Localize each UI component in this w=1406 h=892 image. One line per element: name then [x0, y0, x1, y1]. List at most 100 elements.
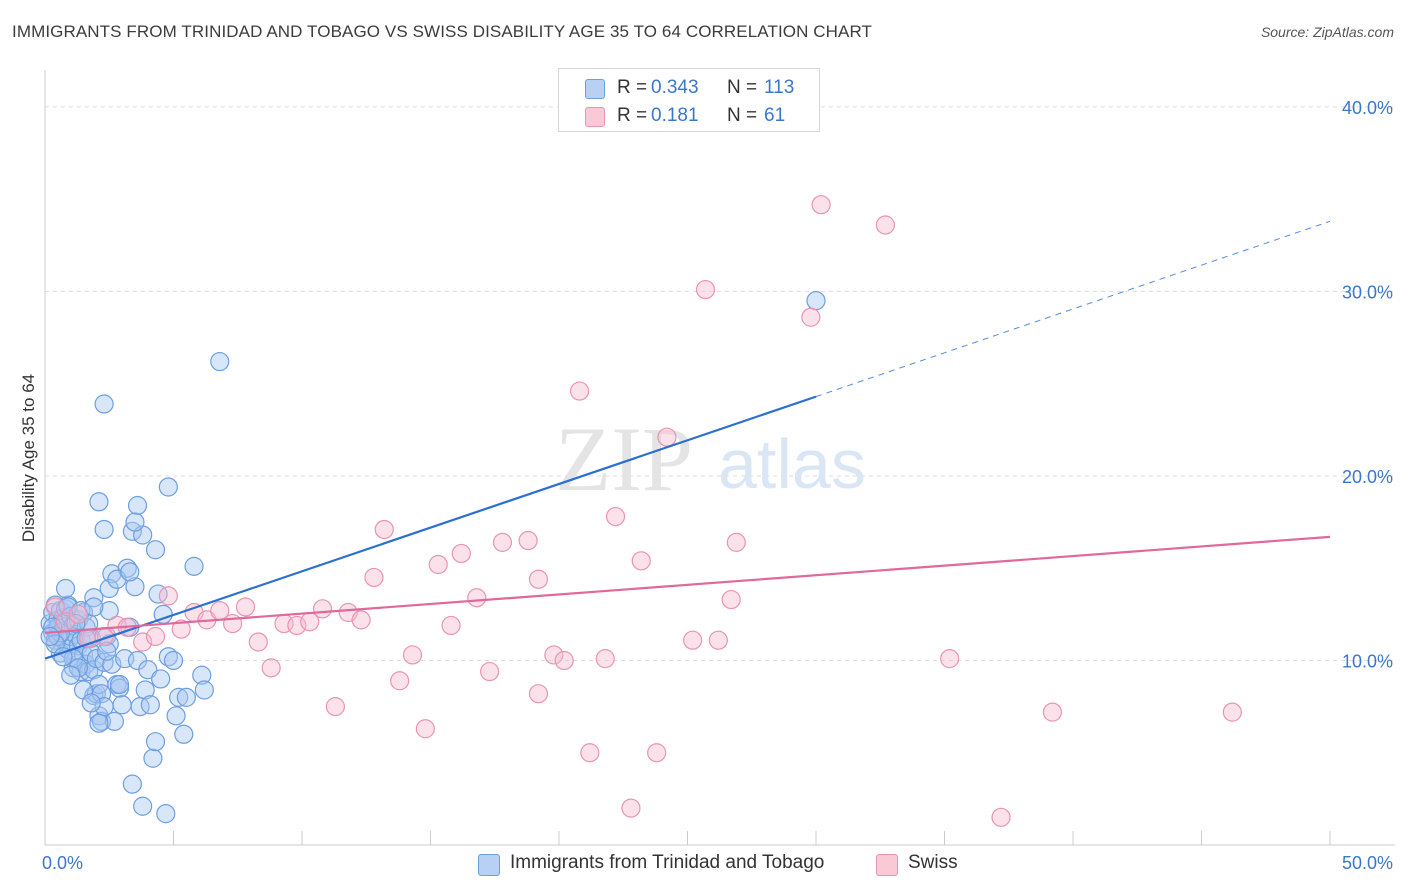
data-point-swiss [68, 604, 89, 624]
watermark-zip: ZIP [555, 408, 693, 510]
data-point-swiss [875, 215, 895, 235]
data-point-trinidad [40, 626, 60, 647]
data-point-swiss [171, 619, 191, 639]
y-axis-label: Disability Age 35 to 64 [19, 374, 38, 542]
data-point-trinidad [156, 804, 176, 824]
data-point-trinidad [210, 351, 230, 372]
data-point-trinidad [151, 669, 171, 689]
data-point-trinidad [163, 650, 184, 671]
data-point-swiss [544, 645, 564, 665]
data-point-trinidad [81, 693, 101, 713]
data-point-swiss [441, 615, 461, 636]
data-point-trinidad [84, 660, 104, 680]
data-point-swiss [1222, 702, 1242, 722]
data-point-swiss [1042, 702, 1063, 722]
data-point-swiss [621, 798, 641, 818]
data-point-swiss [647, 743, 667, 763]
data-point-trinidad [806, 291, 826, 311]
data-point-swiss [402, 645, 423, 665]
legend-r-value: 0.181 [651, 105, 699, 126]
legend-n-value: 61 [764, 105, 786, 126]
data-point-swiss [595, 649, 615, 669]
data-point-swiss [415, 719, 435, 739]
legend-swatch-blue [585, 79, 605, 99]
data-point-swiss [390, 671, 410, 691]
tick-labels: 10.0% 20.0% 30.0% 40.0% 0.0% 50.0% [42, 98, 1393, 873]
data-point-trinidad [104, 711, 124, 731]
data-point-swiss [528, 684, 549, 704]
data-point-trinidad [192, 665, 212, 685]
data-point-trinidad [145, 732, 166, 752]
data-point-swiss [580, 743, 600, 763]
data-point-swiss [726, 532, 746, 552]
legend-swatch-pink [585, 107, 605, 127]
data-point-trinidad [184, 556, 204, 576]
y-tick-label: 20.0% [1342, 467, 1393, 487]
data-point-trinidad [120, 562, 140, 582]
data-point-swiss [940, 649, 960, 669]
source-label: Source: ZipAtlas.com [1260, 24, 1394, 40]
data-point-trinidad [145, 540, 166, 560]
data-point-trinidad [84, 597, 104, 617]
watermark-atlas: atlas [718, 425, 866, 503]
legend-row-trinidad: R = 0.343 N = 113 [559, 73, 819, 101]
data-point-trinidad [176, 687, 196, 707]
bottom-legend-label: Immigrants from Trinidad and Tobago [510, 852, 825, 873]
bottom-legend-swatch-blue [478, 854, 500, 876]
bottom-legend-swatch-pink [876, 854, 898, 876]
data-point-trinidad [94, 519, 114, 540]
trend-line-trinidad [44, 395, 817, 660]
data-point-swiss [811, 195, 831, 215]
legend-r-label: R = [617, 77, 648, 98]
trend-lines [44, 220, 1331, 660]
data-point-trinidad [122, 774, 142, 794]
data-point-trinidad [94, 652, 114, 672]
data-point-swiss [351, 610, 371, 630]
trend-line-swiss [44, 535, 1331, 634]
x-tick-label: 0.0% [42, 853, 83, 873]
legend-r-value: 0.343 [651, 77, 699, 98]
legend-n-label: N = [727, 105, 758, 126]
data-point-trinidad [109, 674, 130, 695]
data-point-trinidad [112, 695, 132, 715]
axes [44, 70, 1395, 846]
data-point-swiss [248, 632, 268, 652]
data-point-swiss [312, 599, 333, 619]
data-point-swiss [695, 279, 716, 300]
data-point-trinidad [94, 394, 114, 414]
data-point-trinidad [158, 477, 178, 497]
legend-n-label: N = [727, 77, 758, 98]
data-point-swiss [374, 519, 394, 540]
legend-row-swiss: R = 0.181 N = 61 [559, 101, 819, 129]
data-point-swiss [657, 427, 677, 447]
data-point-trinidad [125, 577, 145, 597]
data-point-swiss [45, 597, 65, 617]
data-point-trinidad [194, 680, 214, 700]
data-point-swiss [528, 569, 549, 589]
data-point-swiss [325, 697, 346, 717]
data-point-swiss [605, 506, 626, 527]
x-tick-label: 50.0% [1342, 853, 1393, 873]
data-point-trinidad [55, 578, 76, 599]
data-point-trinidad [89, 492, 109, 512]
data-point-trinidad [174, 724, 194, 744]
data-point-swiss [480, 661, 500, 682]
data-point-swiss [991, 807, 1011, 827]
data-point-trinidad [97, 641, 117, 661]
data-point-swiss [287, 615, 307, 636]
bottom-legend-label: Swiss [908, 852, 958, 873]
data-point-trinidad [61, 665, 81, 685]
data-point-trinidad [53, 647, 73, 667]
data-point-trinidad [166, 706, 186, 726]
data-point-swiss [235, 597, 256, 617]
data-point-swiss [708, 630, 728, 650]
data-point-swiss [451, 543, 471, 564]
data-point-trinidad [89, 713, 109, 733]
data-point-swiss [801, 307, 821, 327]
series-swiss-points [45, 195, 1242, 827]
data-point-trinidad [125, 512, 145, 532]
data-point-trinidad [158, 647, 178, 667]
data-point-trinidad [135, 680, 155, 700]
data-point-trinidad [99, 601, 119, 621]
